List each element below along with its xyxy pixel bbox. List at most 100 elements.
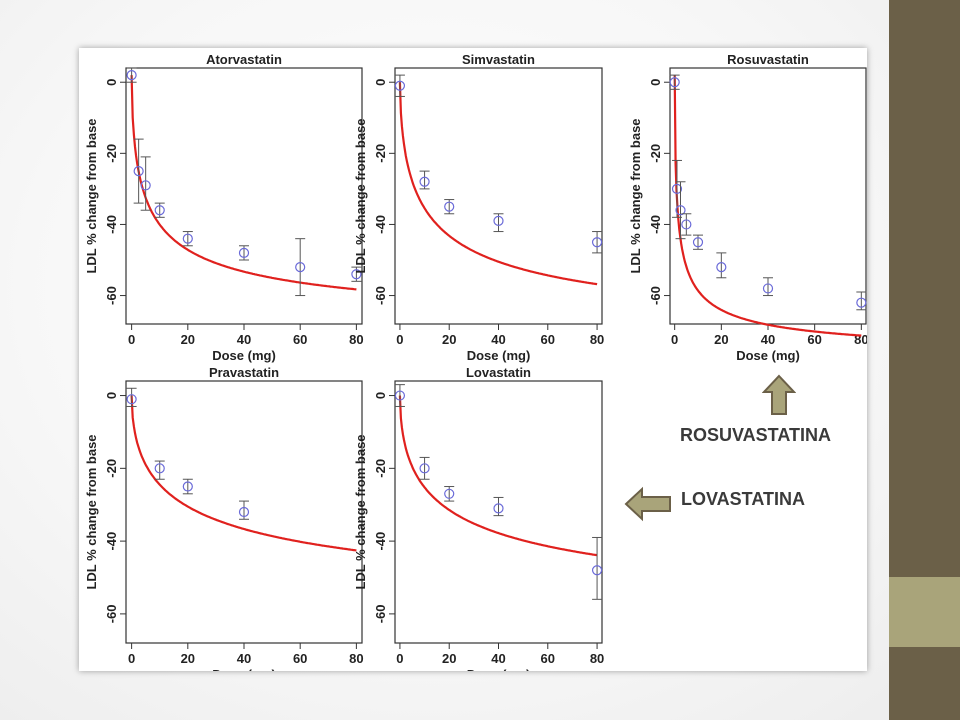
chart4-data-point: [419, 463, 430, 474]
chart0-fit-curve: [130, 75, 357, 291]
chart0-y-tick-label: 0: [104, 79, 119, 86]
chart4-y-axis-label: LDL % change from base: [353, 434, 368, 589]
chart4-x-tick-label: 0: [396, 651, 403, 666]
chart3-y-tick-label: -60: [104, 604, 119, 623]
chart0-x-tick-label: 20: [181, 332, 195, 347]
chart2-data-point: [675, 205, 686, 216]
chart2-y-tick-label: -60: [648, 286, 663, 305]
chart0-y-tick-label: -20: [104, 144, 119, 163]
chart2-data-point: [692, 237, 704, 248]
chart3-fit-curve: [130, 395, 357, 552]
chart1-x-tick-label: 40: [491, 332, 505, 347]
chart4-y-tick-label: -40: [373, 532, 388, 551]
chart0-y-tick-label: -40: [104, 215, 119, 234]
chart2-title: Rosuvastatin: [727, 52, 809, 67]
chart1-x-axis-label: Dose (mg): [467, 348, 531, 363]
chart0-y-tick-label: -60: [104, 286, 119, 305]
chart3-data-point: [126, 394, 137, 405]
chart3-data-point: [154, 463, 165, 474]
chart4-y-tick-label: -60: [373, 604, 388, 623]
chart0-data-point: [126, 70, 137, 81]
chart3-y-tick-label: -40: [104, 532, 119, 551]
chart4-title: Lovastatin: [466, 365, 531, 380]
chart4-data-point: [493, 503, 504, 514]
chart2-data-point: [681, 219, 692, 230]
chart0-x-axis-label: Dose (mg): [212, 348, 276, 363]
chart1-y-axis-label: LDL % change from base: [353, 118, 368, 273]
chart1-plot-frame: [394, 67, 603, 325]
chart4-x-tick-label: 40: [491, 651, 505, 666]
chart0-data-point: [182, 233, 193, 244]
chart2-data-point: [856, 297, 867, 308]
chart4-x-tick-label: 20: [442, 651, 456, 666]
chart1-x-tick-label: 60: [541, 332, 555, 347]
chart0-data-point: [295, 262, 306, 273]
chart4-x-tick-label: 80: [590, 651, 604, 666]
chart1-y-tick-label: -20: [373, 144, 388, 163]
chart4-y-tick-label: -20: [373, 459, 388, 478]
chart1-data-point: [394, 80, 406, 91]
chart3-y-tick-label: 0: [104, 392, 119, 399]
chart1-data-point: [591, 237, 603, 248]
chart3-x-tick-label: 40: [237, 651, 251, 666]
chart0-y-axis-label: LDL % change from base: [84, 118, 99, 273]
chart3-x-tick-label: 60: [293, 651, 307, 666]
arrow-up-icon: [762, 374, 796, 415]
chart1-fit-curve: [398, 82, 598, 286]
statin-dose-response-charts: Atorvastatin 0 20 40 60 80 Dose (mg) 0 -20 -40 -60…: [84, 52, 867, 671]
chart0-x-tick-label: 40: [237, 332, 251, 347]
chart3-data-point: [182, 481, 193, 492]
chart4-fit-curve: [398, 395, 598, 557]
chart3-y-tick-label: -20: [104, 459, 119, 478]
chart2-data-point: [716, 262, 727, 273]
chart0-data-point: [140, 180, 151, 191]
chart2-data-point: [669, 77, 680, 88]
chart4-data-point: [394, 390, 406, 401]
chart1-title: Simvastatin: [462, 52, 535, 67]
chart4-x-tick-label: 60: [541, 651, 555, 666]
chart3-data-point: [238, 506, 250, 518]
chart4-y-tick-label: 0: [373, 392, 388, 399]
chart2-y-axis-label: LDL % change from base: [628, 118, 643, 273]
chart4-data-point: [591, 565, 603, 576]
chart1-data-point: [419, 176, 430, 187]
chart1-y-tick-label: 0: [373, 79, 388, 86]
chart2-data-point: [762, 283, 774, 294]
chart0-x-tick-label: 0: [128, 332, 135, 347]
figure-panel: Atorvastatin 0 20 40 60 80 Dose (mg) 0 -20 -40 -60…: [79, 48, 867, 671]
chart0-x-tick-label: 60: [293, 332, 307, 347]
chart3-x-tick-label: 80: [349, 651, 363, 666]
chart1-x-tick-label: 20: [442, 332, 456, 347]
chart2-x-tick-label: 60: [807, 332, 821, 347]
chart1-data-point: [493, 215, 504, 226]
chart3-title: Pravastatin: [209, 365, 279, 380]
chart2-data-point: [671, 183, 683, 194]
chart3-y-axis-label: LDL % change from base: [84, 434, 99, 589]
chart1-y-tick-label: -40: [373, 215, 388, 234]
chart2-x-tick-label: 40: [761, 332, 775, 347]
chart1-y-tick-label: -60: [373, 286, 388, 305]
chart3-x-tick-label: 0: [128, 651, 135, 666]
chart0-title: Atorvastatin: [206, 52, 282, 67]
chart0-data-point: [154, 205, 165, 216]
chart3-x-tick-label: 20: [181, 651, 195, 666]
chart0-data-point: [238, 247, 250, 258]
chart4-x-axis-label: Dose (mg): [467, 667, 531, 671]
chart1-data-point: [444, 201, 455, 212]
chart1-x-tick-label: 80: [590, 332, 604, 347]
slide-sidebar-accent: [889, 577, 960, 647]
chart3-x-axis-label: Dose (mg): [212, 667, 276, 671]
chart2-y-tick-label: 0: [648, 79, 663, 86]
chart2-fit-curve: [673, 75, 862, 337]
chart2-x-tick-label: 0: [671, 332, 678, 347]
callout-rosuvastatina: ROSUVASTATINA: [680, 425, 831, 445]
chart2-x-tick-label: 20: [714, 332, 728, 347]
arrow-left-icon: [624, 486, 671, 522]
chart2-y-tick-label: -20: [648, 144, 663, 163]
chart4-data-point: [444, 488, 455, 499]
chart0-data-point: [133, 166, 144, 177]
chart2-x-axis-label: Dose (mg): [736, 348, 800, 363]
callout-lovastatina: LOVASTATINA: [681, 489, 805, 509]
chart0-data-point: [351, 269, 362, 280]
chart2-y-tick-label: -40: [648, 215, 663, 234]
